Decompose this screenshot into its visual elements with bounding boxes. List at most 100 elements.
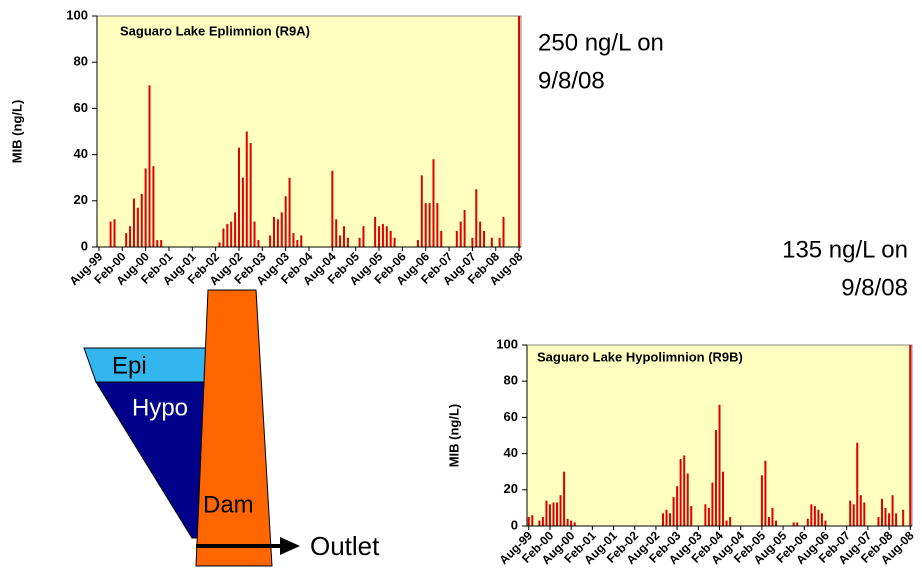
bar <box>257 240 260 247</box>
y-tick-label: 40 <box>74 146 88 161</box>
bar <box>296 240 299 247</box>
y-tick-label: 80 <box>504 373 518 388</box>
bar <box>284 196 287 247</box>
bar <box>665 509 668 526</box>
bar <box>531 515 534 526</box>
bar <box>339 235 342 247</box>
bar <box>226 223 229 247</box>
bar <box>300 235 303 247</box>
bar <box>849 500 852 526</box>
bar <box>148 85 151 247</box>
bar <box>479 221 482 247</box>
chart-title: Saguaro Lake Hypolimnion (R9B) <box>537 349 743 364</box>
bar <box>113 219 116 247</box>
bar <box>393 237 396 247</box>
bar <box>707 507 710 526</box>
bar <box>725 520 728 526</box>
bar <box>541 516 544 526</box>
bar <box>760 475 763 526</box>
bar <box>276 219 279 247</box>
bar <box>385 226 388 247</box>
y-tick-label: 20 <box>504 481 518 496</box>
bar <box>880 498 883 526</box>
bar <box>463 210 466 247</box>
bar <box>556 502 559 526</box>
bar <box>806 518 809 526</box>
bar <box>249 143 252 247</box>
y-tick-label: 80 <box>74 54 88 69</box>
bar <box>683 455 686 526</box>
bar <box>718 404 721 526</box>
bar <box>378 226 381 247</box>
bar <box>669 513 672 526</box>
bar <box>346 237 349 247</box>
y-tick-label: 40 <box>504 445 518 460</box>
bar <box>237 147 240 247</box>
bar <box>288 177 291 247</box>
bar <box>160 240 163 247</box>
bar <box>140 193 143 247</box>
y-tick-label: 0 <box>81 238 88 253</box>
bar <box>459 221 462 247</box>
annotation: 9/8/08 <box>538 67 605 94</box>
hypo-label: Hypo <box>132 394 188 421</box>
bar <box>552 502 555 526</box>
bar <box>820 513 823 526</box>
bar <box>144 168 147 247</box>
bar <box>436 203 439 247</box>
bar <box>672 497 675 526</box>
annotation: 9/8/08 <box>841 274 908 301</box>
bar <box>455 230 458 247</box>
bar <box>432 159 435 247</box>
y-tick-label: 100 <box>496 336 518 351</box>
bar <box>859 495 862 526</box>
annotation: 250 ng/L on <box>538 29 664 56</box>
bar <box>253 221 256 247</box>
y-tick-label: 20 <box>74 192 88 207</box>
bar <box>863 502 866 526</box>
bar <box>362 226 365 247</box>
bar <box>877 516 880 526</box>
bar <box>767 516 770 526</box>
plot-area <box>96 15 522 248</box>
bar <box>714 430 717 526</box>
bar <box>502 216 505 247</box>
bar <box>796 522 799 526</box>
dam-label: Dam <box>203 491 254 518</box>
bar <box>856 442 859 526</box>
bar <box>420 175 423 247</box>
bars <box>109 16 521 247</box>
bar <box>440 230 443 247</box>
bar <box>686 473 689 526</box>
bar <box>895 513 898 526</box>
bar <box>136 207 139 247</box>
bar <box>428 203 431 247</box>
bar <box>471 237 474 247</box>
bar <box>573 522 576 526</box>
bar <box>156 240 159 247</box>
bar <box>810 504 813 526</box>
bar <box>343 226 346 247</box>
bar <box>269 235 272 247</box>
bar <box>331 170 334 247</box>
bar <box>902 509 905 526</box>
annotation: 135 ng/L on <box>782 236 908 263</box>
bar <box>222 228 225 247</box>
bar <box>909 345 912 526</box>
y-axis-label: MIB (ng/L) <box>9 100 24 164</box>
bar <box>570 520 573 526</box>
bar <box>566 518 569 526</box>
bar <box>563 471 566 526</box>
outlet-arrowhead <box>280 537 300 555</box>
bar <box>884 507 887 526</box>
bar <box>125 233 128 247</box>
epi-label: Epi <box>112 352 147 379</box>
bar <box>852 504 855 526</box>
bar <box>234 212 237 247</box>
bar <box>824 520 827 526</box>
bar <box>483 230 486 247</box>
bar <box>729 516 732 526</box>
bar <box>538 520 541 526</box>
bar <box>813 506 816 526</box>
